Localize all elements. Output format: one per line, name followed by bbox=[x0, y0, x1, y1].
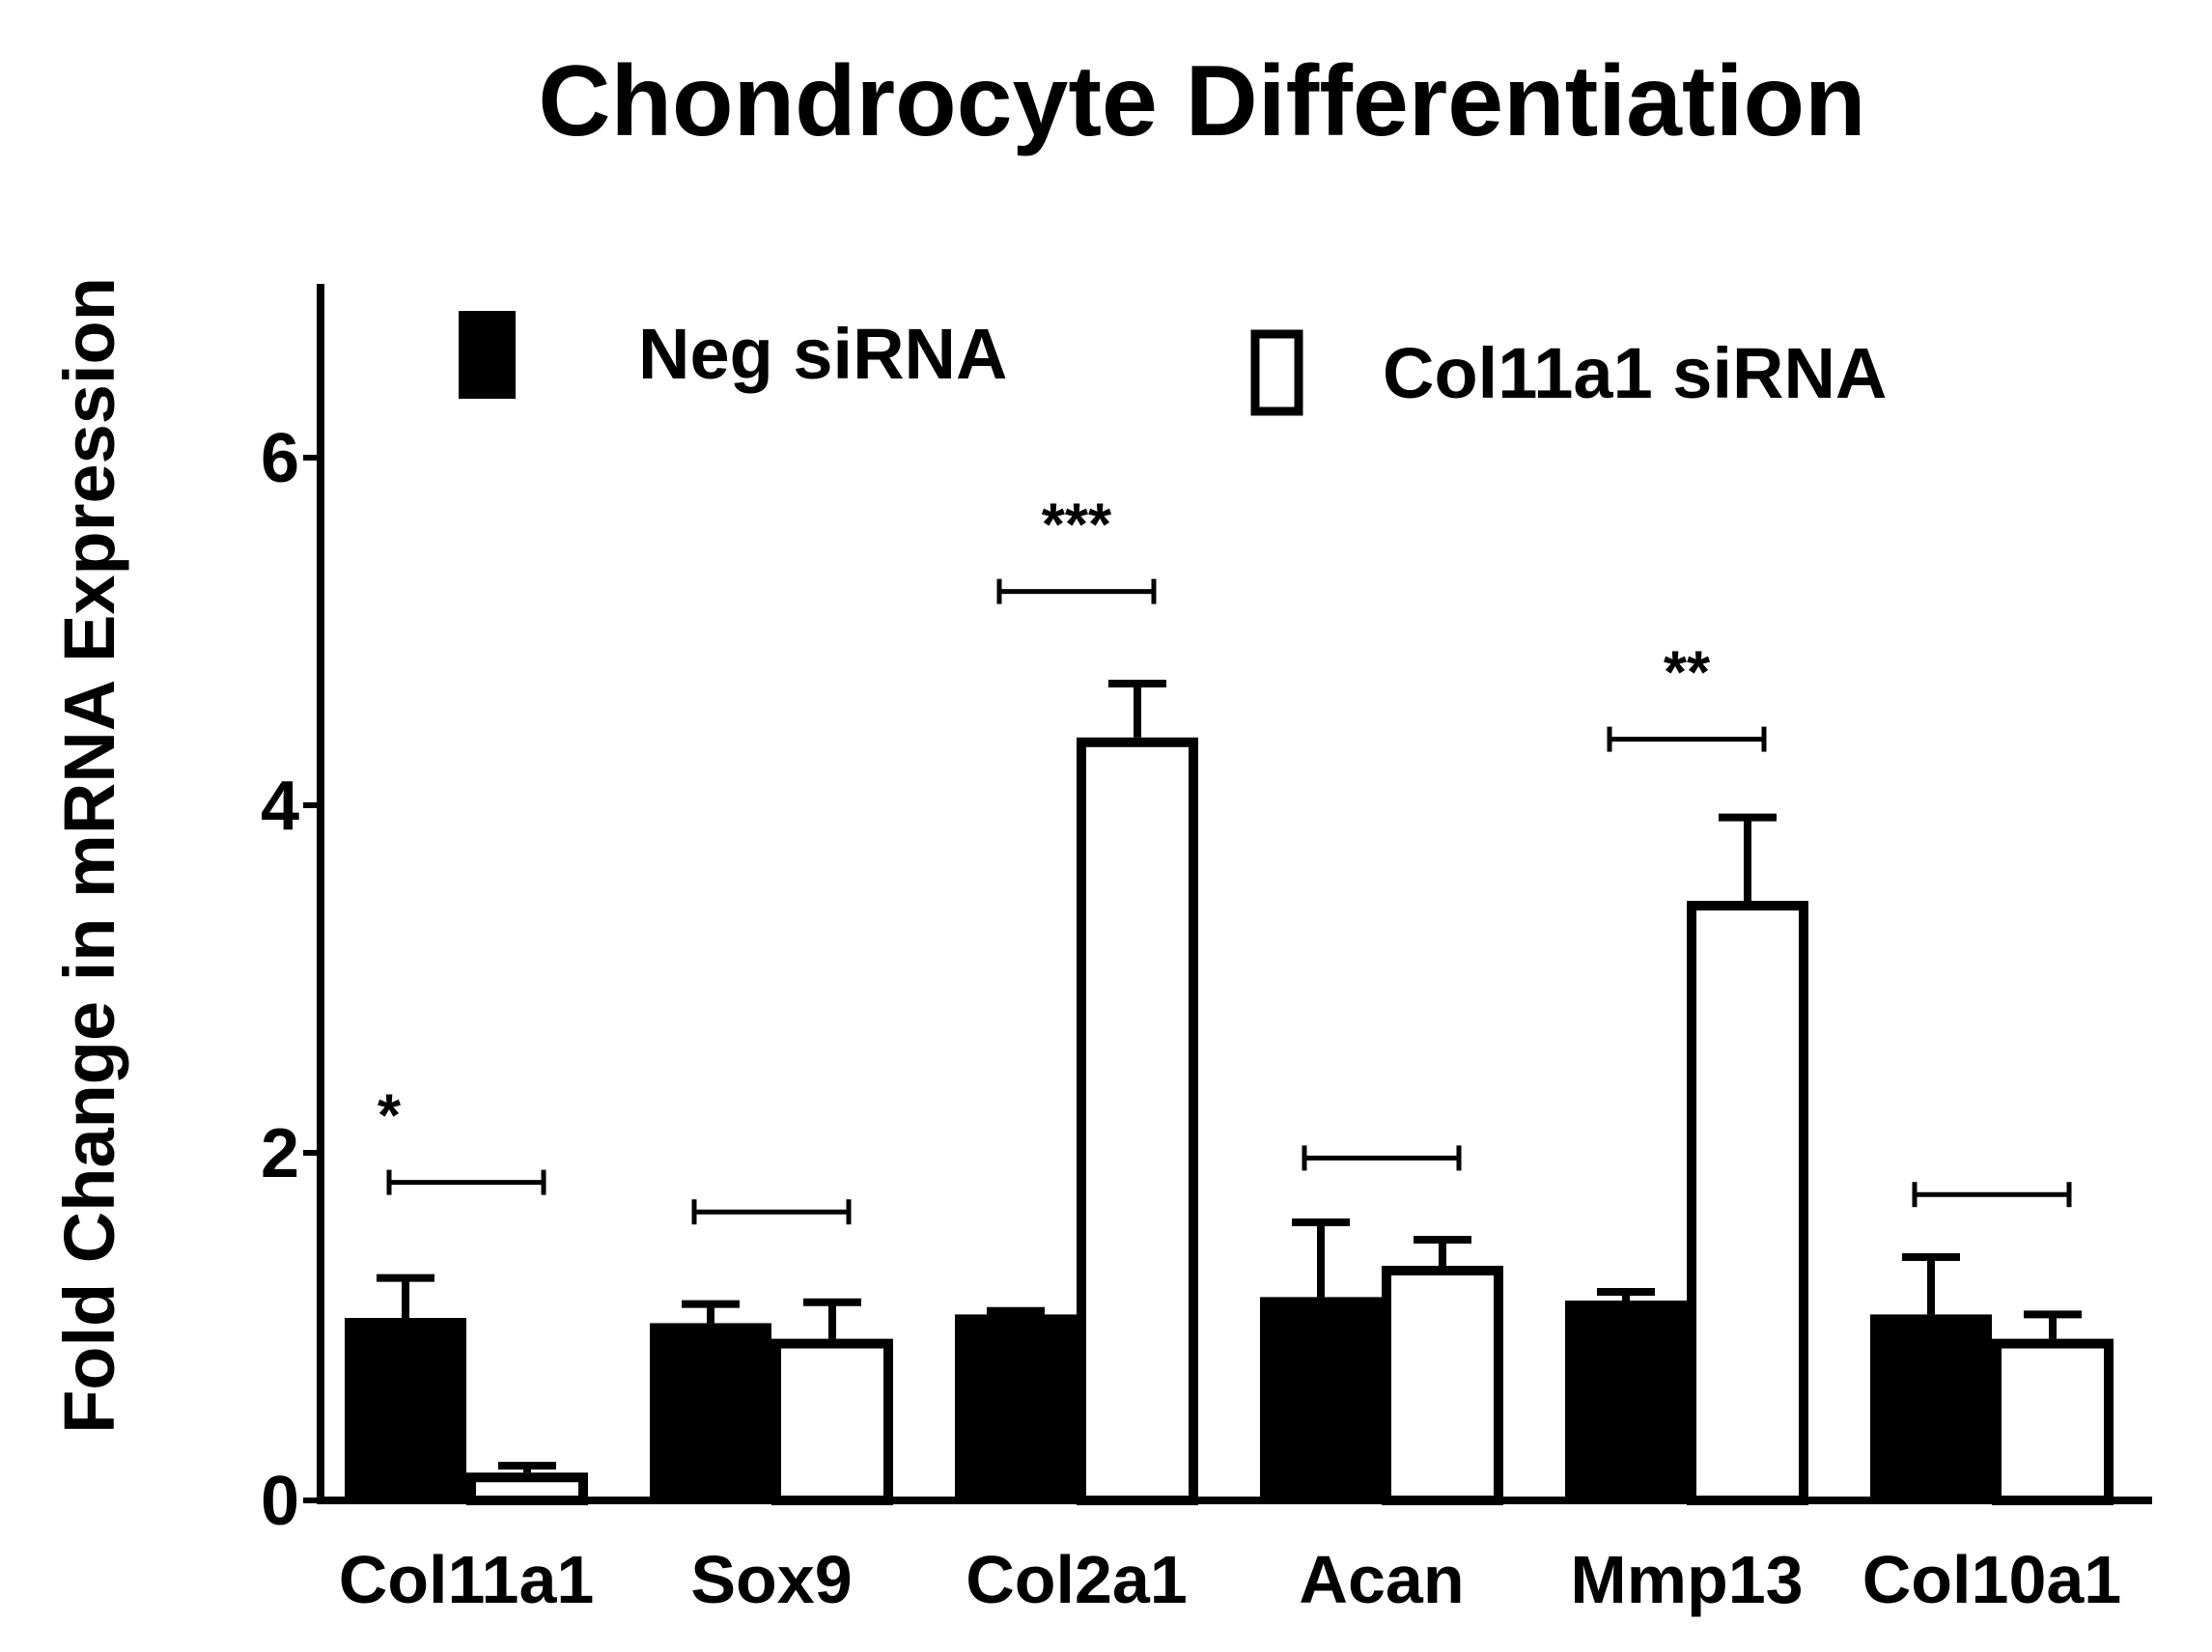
bar-col11a1-sirna bbox=[466, 1472, 588, 1505]
x-tick-label: Mmp13 bbox=[1570, 1542, 1803, 1617]
legend-label-col11a1: Col11a1 siRNA bbox=[1383, 333, 1887, 413]
significance-label: * bbox=[378, 1083, 402, 1150]
y-axis-label: Fold Change in mRNA Expression bbox=[49, 277, 129, 1434]
bar-col11a1-sirna bbox=[1687, 901, 1808, 1505]
bar-neg-sirna bbox=[650, 1323, 771, 1500]
x-tick-label: Col10a1 bbox=[1862, 1542, 2121, 1617]
x-tick-label: Acan bbox=[1299, 1542, 1464, 1617]
legend-swatch-col11a1 bbox=[1250, 329, 1303, 416]
x-tick-label: Col11a1 bbox=[339, 1542, 595, 1617]
bar-col11a1-sirna bbox=[771, 1338, 893, 1505]
bar-col11a1-sirna bbox=[1077, 737, 1198, 1505]
bar-neg-sirna bbox=[345, 1318, 466, 1500]
legend-swatch-neg bbox=[459, 311, 516, 399]
bar-neg-sirna bbox=[1870, 1314, 1992, 1500]
x-tick-label: Sox9 bbox=[690, 1542, 852, 1617]
bar-neg-sirna bbox=[1260, 1297, 1382, 1500]
legend: Neg siRNA Col11a1 siRNA bbox=[459, 311, 1887, 416]
bar-neg-sirna bbox=[955, 1314, 1077, 1500]
y-tick-label: 4 bbox=[261, 768, 299, 845]
legend-label-neg: Neg siRNA bbox=[638, 314, 1007, 394]
y-tick-label: 0 bbox=[261, 1463, 299, 1540]
significance-label: ** bbox=[1664, 640, 1711, 707]
significance-label: *** bbox=[1042, 492, 1112, 559]
bar-col11a1-sirna bbox=[1992, 1338, 2114, 1505]
y-tick-label: 2 bbox=[261, 1115, 299, 1192]
bar-col11a1-sirna bbox=[1382, 1266, 1503, 1505]
y-tick-label: 6 bbox=[261, 420, 299, 497]
bar-neg-sirna bbox=[1565, 1301, 1687, 1500]
x-tick-label: Col2a1 bbox=[966, 1542, 1188, 1617]
chart-title: Chondrocyte Differentiation bbox=[538, 45, 1865, 157]
